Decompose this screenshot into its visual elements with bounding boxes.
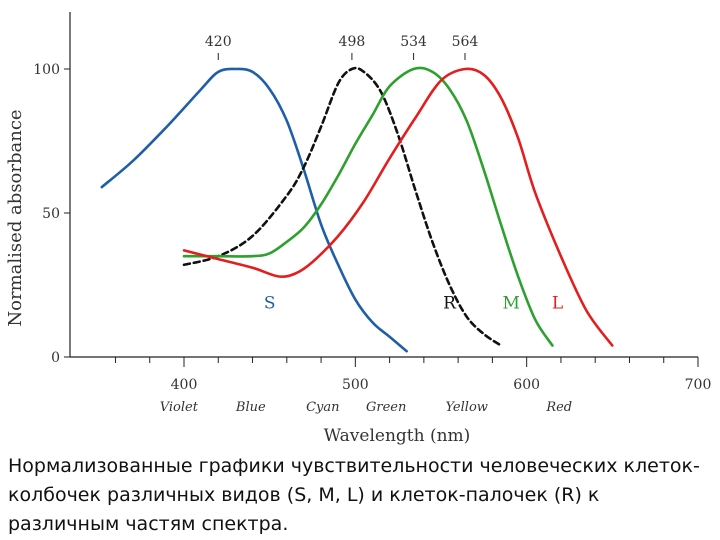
series-S-label: S	[264, 293, 276, 313]
series-L-curve	[182, 67, 614, 347]
series-M-curve	[182, 66, 554, 347]
y-tick-label: 100	[33, 62, 60, 78]
y-tick-label: 50	[42, 206, 60, 222]
band-label-violet: Violet	[160, 400, 199, 415]
peak-label-layer: 420 498 534 564	[205, 34, 479, 60]
band-label-cyan: Cyan	[306, 400, 339, 415]
x-tick-label: 400	[171, 377, 198, 393]
peak-label-534: 534	[400, 34, 427, 50]
axis-layer: Normalised absorbance Wavelength (nm)	[5, 12, 698, 446]
series-L-label: L	[552, 293, 563, 313]
peak-label-564: 564	[452, 34, 479, 50]
band-label-layer: Violet Blue Cyan Green Yellow Red	[160, 400, 572, 415]
x-tick-label: 500	[342, 377, 369, 393]
tick-layer: 0 50 100 400 500 600 700	[33, 62, 711, 393]
curve-layer	[100, 66, 614, 353]
y-axis-title: Normalised absorbance	[5, 109, 26, 326]
series-S-curve	[100, 67, 408, 353]
band-label-red: Red	[545, 400, 572, 415]
x-tick-label: 600	[513, 377, 540, 393]
x-axis-title: Wavelength (nm)	[324, 426, 471, 446]
series-M-label: M	[503, 293, 520, 313]
peak-label-498: 498	[339, 34, 366, 50]
band-label-green: Green	[366, 400, 406, 415]
figure-caption: Нормализованные графики чувствительности…	[8, 455, 700, 535]
band-label-blue: Blue	[235, 400, 266, 415]
series-R-curve	[182, 66, 503, 347]
series-R-label: R	[443, 293, 457, 313]
y-tick-label: 0	[51, 350, 60, 366]
peak-label-420: 420	[205, 34, 232, 50]
band-label-yellow: Yellow	[445, 400, 487, 415]
absorbance-chart: Normalised absorbance Wavelength (nm) 0 5…	[5, 12, 711, 446]
x-tick-label: 700	[685, 377, 712, 393]
